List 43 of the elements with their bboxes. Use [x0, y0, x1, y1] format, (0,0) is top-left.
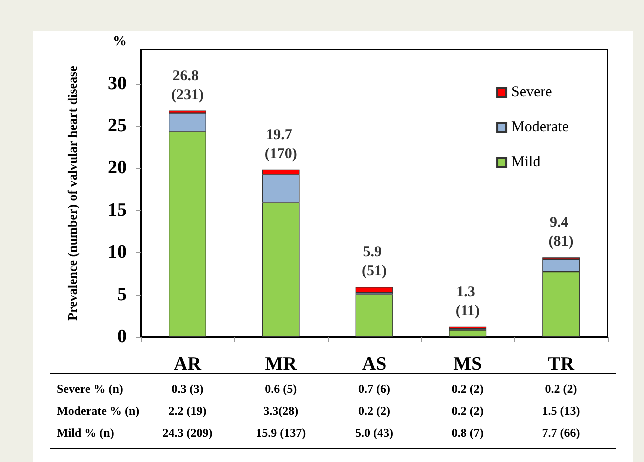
x-tick-label: AS	[362, 354, 387, 375]
y-tick-label: 10	[108, 242, 127, 264]
y-tick-label: 15	[108, 200, 127, 221]
data-label: 0.2 (2)	[452, 382, 484, 396]
data-label: 15.9 (137)	[256, 426, 306, 440]
legend-label: Severe	[512, 84, 553, 100]
x-tick-label: TR	[548, 354, 575, 375]
data-label: 2.2 (19)	[168, 404, 207, 418]
x-tick-label: MS	[454, 354, 482, 375]
data-label: 7.7 (66)	[542, 426, 580, 440]
legend-label: Mild	[512, 154, 542, 170]
total-label: 26.8 (231)	[171, 68, 204, 104]
y-tick-label: 20	[108, 158, 127, 179]
y-tick-label: 5	[118, 284, 127, 306]
data-label: 0.6 (5)	[265, 382, 298, 396]
data-label: 0.2 (2)	[358, 404, 390, 418]
data-label: 0.3 (3)	[172, 382, 204, 396]
data-label: 1.5 (13)	[542, 404, 580, 418]
total-label: 5.9 (51)	[362, 244, 387, 280]
data-label: 5.0 (43)	[356, 426, 394, 440]
y-tick-label: 0	[118, 326, 127, 348]
x-tick-label: MR	[265, 354, 298, 375]
y-tick-label: 30	[108, 73, 127, 94]
x-tick-label: AR	[174, 354, 202, 375]
data-label: 0.7 (6)	[358, 382, 390, 396]
bar	[356, 287, 394, 294]
text: %	[113, 34, 127, 50]
data-label: 0.2 (2)	[452, 404, 484, 418]
data-label: 24.3 (209)	[162, 426, 213, 440]
text: Mild % (n)	[57, 426, 114, 440]
text: Severe % (n)	[57, 382, 124, 396]
text: Moderate % (n)	[57, 404, 140, 418]
total-label: 1.3 (11)	[456, 284, 480, 320]
bar	[356, 294, 394, 337]
legend-label: Moderate	[512, 120, 570, 136]
y-tick-label: 25	[108, 115, 127, 136]
y-axis-title: Prevalence (number) of valvular heart disease	[65, 66, 80, 321]
data-label: 0.8 (7)	[452, 426, 484, 440]
bar	[449, 330, 487, 337]
data-label: 3.3(28)	[264, 404, 299, 418]
total-label: 9.4 (81)	[548, 215, 574, 250]
data-label: 0.2 (2)	[545, 382, 578, 396]
total-label: 19.7 (170)	[264, 127, 298, 162]
